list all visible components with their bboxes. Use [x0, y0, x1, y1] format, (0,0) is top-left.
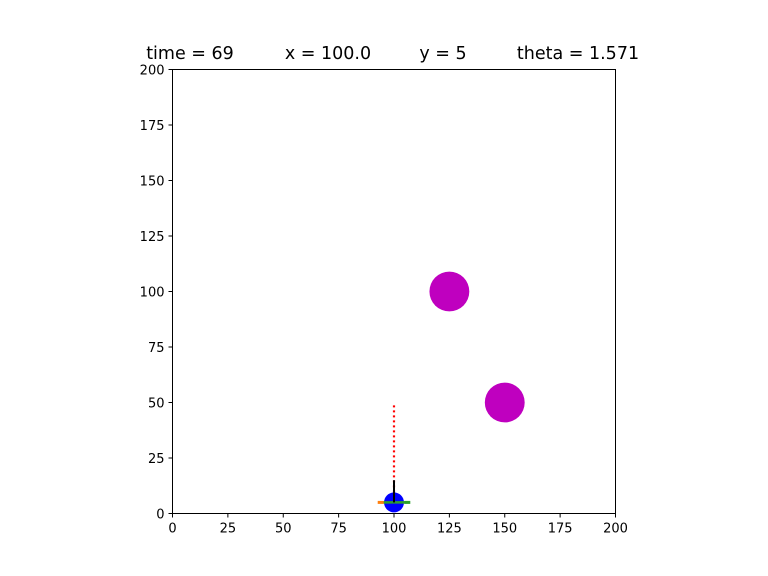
- title-x: x = 100.0: [285, 44, 371, 64]
- obstacle-2: [484, 382, 525, 423]
- y-tick-label-75: 75: [148, 341, 165, 356]
- x-tick-label-75: 75: [330, 522, 347, 537]
- plot-marks: [377, 271, 525, 513]
- y-tick-label-150: 150: [140, 175, 165, 190]
- x-tick-label-175: 175: [548, 522, 573, 537]
- y-tick-label-0: 0: [156, 508, 164, 523]
- title-theta: theta = 1.571: [517, 44, 639, 64]
- x-tick-label-200: 200: [603, 522, 628, 537]
- x-tick-label-125: 125: [437, 522, 462, 537]
- x-tick-label-100: 100: [382, 522, 407, 537]
- x-tick-label-0: 0: [168, 522, 176, 537]
- x-tick-label-25: 25: [220, 522, 237, 537]
- plot-area: [172, 69, 616, 514]
- y-tick-label-175: 175: [140, 119, 165, 134]
- robot-wheel-2: [404, 500, 411, 504]
- y-axis: 0 25 50 75 100 125 150 175 200: [140, 64, 173, 523]
- y-tick-label-200: 200: [140, 64, 165, 79]
- y-tick-label-125: 125: [140, 230, 165, 245]
- y-tick-label-50: 50: [148, 397, 165, 412]
- x-tick-label-50: 50: [275, 522, 292, 537]
- x-axis: 0 25 50 75 100 125 150 175 200: [168, 513, 628, 537]
- title-time: time = 69: [146, 44, 234, 64]
- robot-wheel-1: [377, 500, 384, 504]
- obstacle-1: [429, 271, 470, 312]
- x-tick-label-150: 150: [492, 522, 517, 537]
- y-tick-label-100: 100: [140, 286, 165, 301]
- y-tick-label-25: 25: [148, 452, 165, 467]
- title-y: y = 5: [419, 44, 466, 64]
